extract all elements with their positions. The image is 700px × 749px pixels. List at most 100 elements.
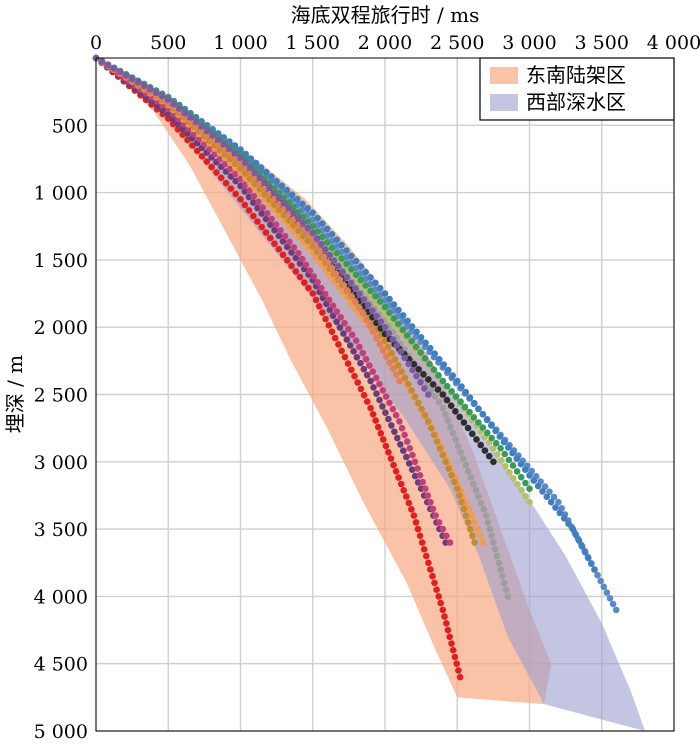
series-2-point — [325, 296, 333, 304]
series-12-point — [385, 330, 393, 337]
series-1-point — [394, 434, 401, 442]
series-0-point — [453, 660, 461, 667]
series-9-point — [517, 460, 525, 468]
series-10-point — [505, 456, 513, 464]
series-9-point — [569, 525, 577, 533]
series-6-point — [490, 458, 497, 466]
series-12-point — [280, 199, 288, 207]
series-12-point — [335, 262, 342, 270]
series-9-point — [386, 295, 393, 303]
series-4-point — [433, 438, 441, 445]
series-11-point — [383, 353, 390, 360]
series-11-point — [363, 316, 370, 324]
series-10-point — [435, 372, 442, 379]
series-1-point — [271, 226, 278, 234]
series-10-point — [466, 408, 473, 416]
series-4-point — [448, 472, 455, 479]
series-11-point — [317, 247, 324, 255]
series-0-point — [315, 303, 323, 310]
series-0-point — [284, 257, 291, 264]
series-12-point — [158, 92, 166, 100]
series-0-point — [372, 417, 380, 424]
series-12-point — [237, 154, 244, 161]
series-9-point — [500, 438, 508, 446]
series-2-point — [362, 356, 370, 363]
series-12-point — [364, 301, 372, 309]
series-5-point — [484, 519, 492, 526]
series-1-point — [370, 384, 377, 391]
series-0-point — [319, 309, 326, 316]
series-4-point — [469, 532, 476, 540]
series-3-point — [275, 212, 283, 219]
x-tick-label-1: 500 — [150, 32, 186, 54]
series-2-point — [341, 319, 348, 327]
series-9-point — [333, 236, 341, 243]
series-0-point — [439, 606, 447, 614]
series-2-point — [306, 267, 314, 275]
series-6-point — [415, 366, 423, 373]
series-12-point — [421, 385, 428, 392]
series-6-point — [464, 424, 472, 432]
series-1-point — [250, 199, 257, 206]
series-1-point — [159, 106, 166, 114]
series-10-point — [497, 445, 504, 452]
series-4-point — [256, 185, 264, 193]
y-tick-label-8: 4 500 — [34, 654, 88, 676]
series-0-point — [222, 179, 230, 187]
series-10-point — [443, 382, 451, 390]
series-5-point — [431, 393, 439, 400]
series-0-point — [435, 593, 443, 600]
series-12-point — [401, 354, 409, 362]
series-12-point — [122, 72, 130, 79]
series-2-point — [195, 135, 203, 143]
series-1-point — [376, 396, 383, 404]
series-9-point — [278, 182, 286, 189]
series-4-point — [385, 343, 392, 351]
series-10-point — [381, 303, 389, 311]
series-12-point — [170, 100, 178, 108]
series-1-point — [400, 447, 407, 455]
series-1-point — [379, 403, 386, 410]
series-0-point — [338, 347, 345, 355]
series-0-point — [309, 290, 317, 297]
series-5-point — [475, 493, 482, 500]
series-0-point — [395, 474, 402, 481]
series-2-point — [372, 374, 380, 382]
series-8-point — [408, 328, 416, 335]
series-12-point — [198, 123, 205, 130]
series-2-point — [416, 472, 424, 479]
series-10-point — [376, 298, 384, 305]
series-0-point — [296, 273, 304, 281]
series-9-point — [488, 422, 495, 429]
series-2-point — [419, 478, 427, 486]
series-2-point — [226, 165, 234, 173]
series-1-point — [254, 204, 261, 212]
series-5-point — [454, 442, 462, 450]
series-8-point — [594, 571, 601, 579]
series-0-point — [449, 646, 457, 654]
series-5-point — [444, 417, 452, 424]
series-0-point — [380, 436, 387, 443]
series-12-point — [405, 360, 412, 368]
y-tick-label-1: 1 000 — [34, 183, 88, 205]
series-10-point — [367, 287, 374, 295]
series-12-point — [417, 379, 424, 386]
series-3-point — [261, 196, 268, 203]
series-12-point — [98, 58, 106, 65]
series-6-point — [477, 441, 485, 449]
series-0-point — [344, 360, 352, 367]
series-0-point — [267, 234, 274, 242]
series-9-point — [530, 477, 538, 484]
series-12-point — [304, 224, 312, 232]
series-4-point — [401, 374, 409, 382]
series-12-point — [356, 290, 363, 298]
series-1-point — [353, 354, 361, 361]
series-11-point — [352, 299, 359, 306]
series-0-point — [241, 201, 249, 209]
series-0-point — [245, 207, 253, 214]
series-0-point — [451, 653, 459, 661]
series-2-point — [396, 418, 403, 425]
y-tick-label-6: 3 500 — [34, 519, 88, 541]
series-0-point — [405, 499, 413, 507]
series-3-point — [280, 217, 288, 225]
